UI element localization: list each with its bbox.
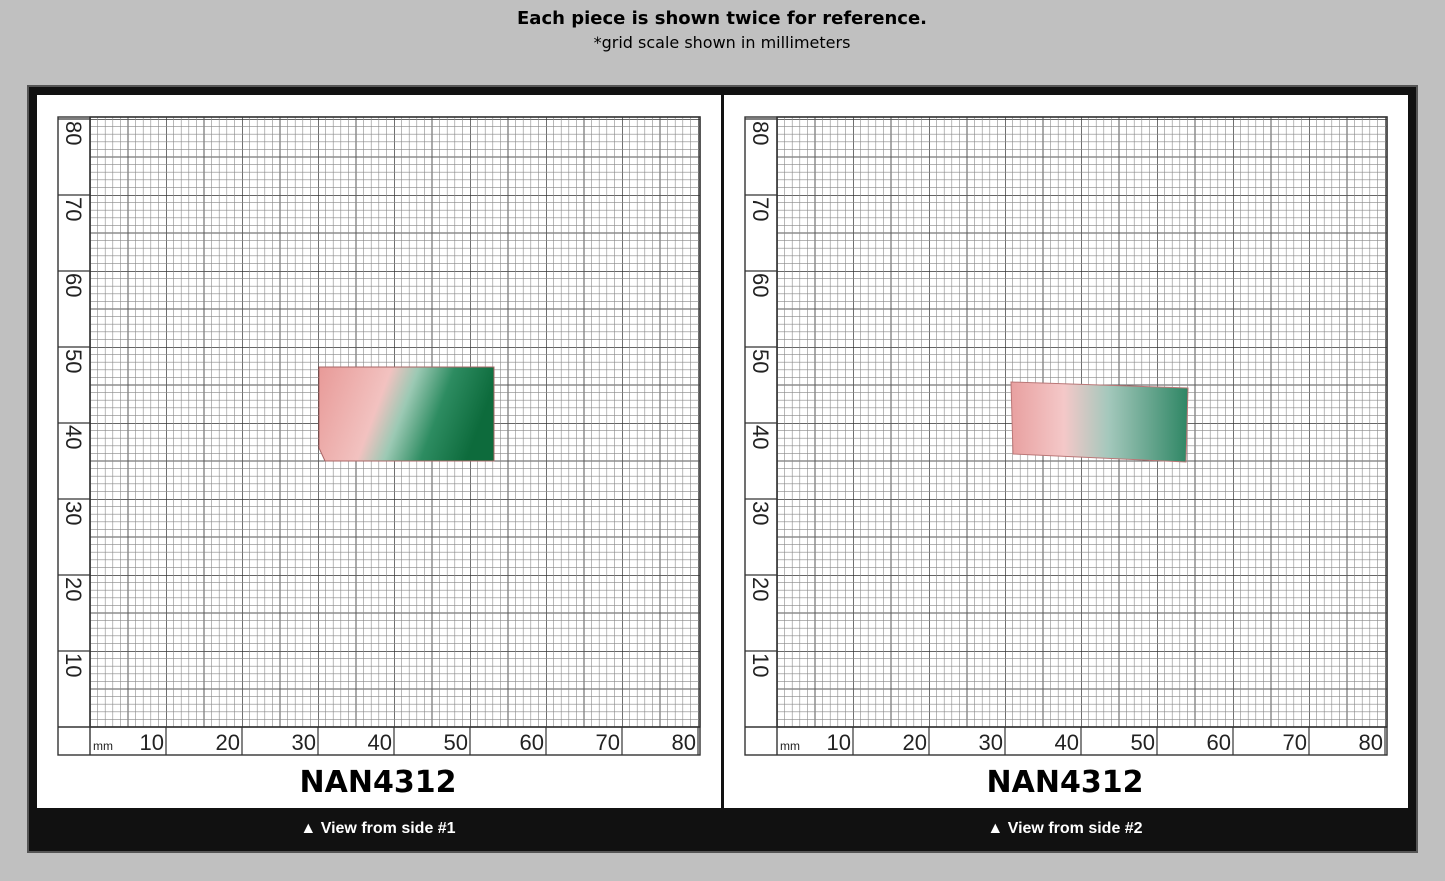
x-label: 70 <box>596 730 620 755</box>
unit-label: mm <box>780 739 800 753</box>
y-label: 50 <box>748 349 773 373</box>
y-label: 10 <box>748 653 773 677</box>
product-code: NAN4312 <box>987 765 1144 800</box>
x-label: 30 <box>292 730 316 755</box>
x-label: 60 <box>1207 730 1231 755</box>
specimen <box>1010 381 1189 463</box>
y-label: 10 <box>61 653 86 677</box>
x-label: 40 <box>1055 730 1079 755</box>
title: Each piece is shown twice for reference. <box>517 8 927 29</box>
y-label: 20 <box>748 577 773 601</box>
x-label: 30 <box>979 730 1003 755</box>
caption: ▲ View from side #2 <box>987 820 1142 837</box>
y-label: 30 <box>748 501 773 525</box>
y-label: 80 <box>61 121 86 145</box>
x-label: 20 <box>216 730 240 755</box>
caption: ▲ View from side #1 <box>300 820 455 837</box>
axis-frame <box>57 116 701 756</box>
y-label: 50 <box>61 349 86 373</box>
y-label: 30 <box>61 501 86 525</box>
unit-label: mm <box>93 739 113 753</box>
y-label: 40 <box>61 425 86 449</box>
specimen <box>318 366 495 462</box>
x-label: 80 <box>672 730 696 755</box>
y-label: 70 <box>61 197 86 221</box>
y-label: 60 <box>748 273 773 297</box>
y-label: 80 <box>748 121 773 145</box>
product-code: NAN4312 <box>300 765 457 800</box>
y-label: 60 <box>61 273 86 297</box>
subtitle: *grid scale shown in millimeters <box>594 33 851 52</box>
x-label: 70 <box>1283 730 1307 755</box>
x-label: 50 <box>1131 730 1155 755</box>
x-label: 60 <box>520 730 544 755</box>
y-label: 20 <box>61 577 86 601</box>
x-label: 50 <box>444 730 468 755</box>
y-label: 70 <box>748 197 773 221</box>
axis-frame <box>744 116 1388 756</box>
x-label: 10 <box>827 730 851 755</box>
x-label: 10 <box>140 730 164 755</box>
x-label: 20 <box>903 730 927 755</box>
x-label: 80 <box>1359 730 1383 755</box>
x-label: 40 <box>368 730 392 755</box>
y-label: 40 <box>748 425 773 449</box>
